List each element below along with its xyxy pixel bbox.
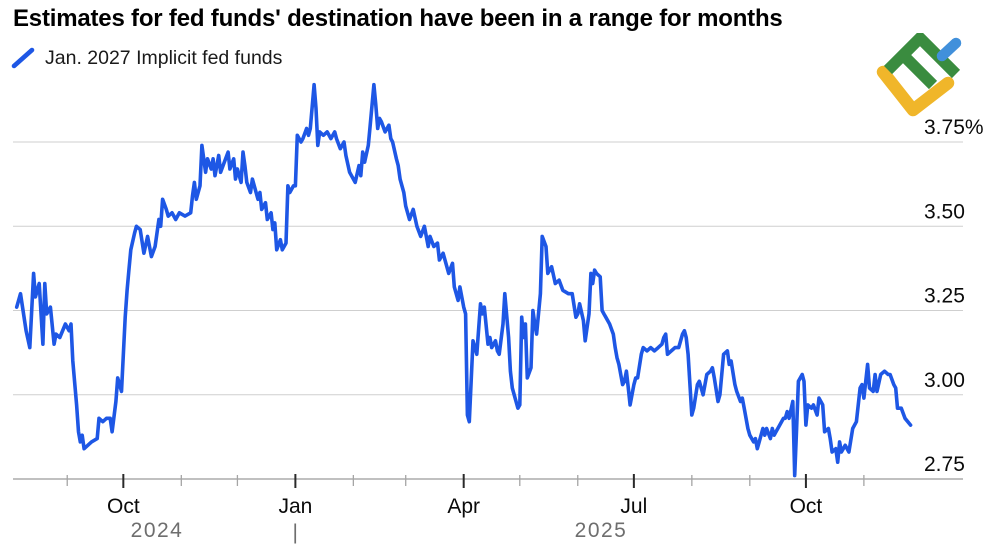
x-axis-year-label: 2024 (131, 519, 184, 542)
x-axis-month-label: Apr (447, 495, 480, 518)
y-axis-label: 2.75 (924, 453, 965, 476)
x-axis-month-label: Oct (107, 495, 140, 518)
x-axis-year-label: 2025 (575, 519, 628, 542)
y-axis-label: 3.00 (924, 369, 965, 392)
x-axis-month-label: Jul (620, 495, 647, 518)
x-axis-month-label: Oct (790, 495, 823, 518)
legend: Jan. 2027 Implicit fed funds (10, 46, 282, 70)
y-axis-label: 3.50 (924, 200, 965, 223)
page-title: Estimates for fed funds' destination hav… (13, 5, 783, 32)
x-axis-month-label: Jan (278, 495, 312, 518)
y-axis-label: 3.75% (924, 116, 984, 139)
fed-funds-series-line (14, 82, 913, 478)
litefinance-logo-icon (876, 33, 962, 117)
legend-line-marker-icon (11, 47, 35, 69)
y-axis-label: 3.25 (924, 285, 965, 308)
year-divider: | (293, 521, 300, 544)
legend-label: Jan. 2027 Implicit fed funds (45, 46, 283, 69)
